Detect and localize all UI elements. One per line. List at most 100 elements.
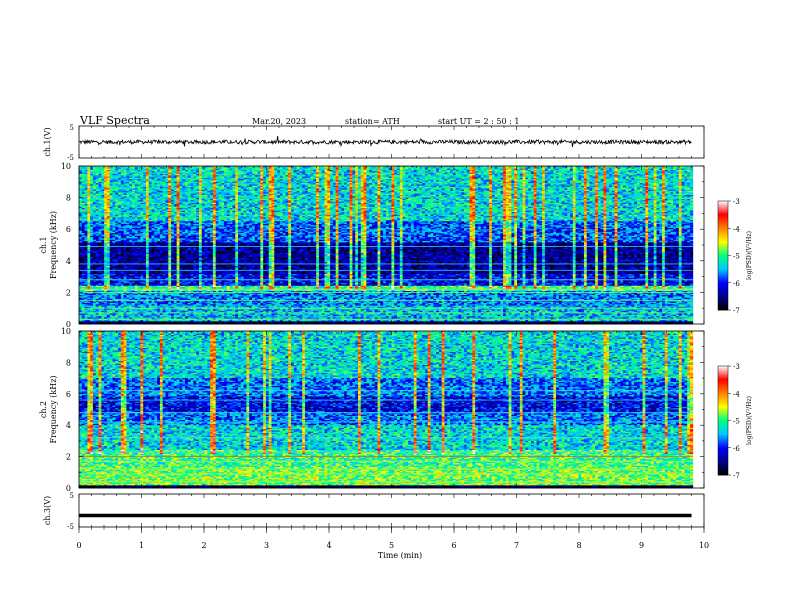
- colorbar1-segment: [718, 260, 728, 264]
- colorbar2-segment: [718, 382, 728, 385]
- colorbar1-segment: [718, 279, 728, 282]
- ch3-waveform-frame: [78, 493, 705, 528]
- colorbar1-segment: [718, 213, 728, 216]
- colorbar1-segment: [718, 270, 728, 273]
- colorbar2-tick: -5: [733, 418, 740, 426]
- colorbar2-segment: [718, 400, 728, 403]
- colorbar1-tick: -5: [733, 253, 740, 261]
- colorbar2-tick: -4: [733, 390, 740, 398]
- ch1-colorbar: -3 -4 -5 -6 -7 log(PSD)(V²/Hz): [717, 198, 753, 315]
- colorbar1-segment: [718, 255, 728, 258]
- colorbar2-segment: [718, 376, 728, 380]
- colorbar2-segment: [718, 413, 728, 416]
- colorbar2-segment: [718, 438, 728, 441]
- colorbar2-segment: [718, 385, 728, 389]
- colorbar1-segment: [718, 250, 728, 253]
- colorbar2-segment: [718, 467, 728, 470]
- ch1-ylabel: ch.1(V): [43, 127, 52, 156]
- spec1-ylabel: Frequency (kHz): [49, 211, 58, 279]
- colorbar1-segment: [718, 257, 728, 260]
- colorbar2-segment: [718, 389, 728, 392]
- figure-title: VLF Spectra: [79, 114, 150, 127]
- colorbar1-segment: [718, 201, 728, 204]
- date-label: Mar.20, 2023: [252, 117, 306, 126]
- colorbar2-segment: [718, 366, 728, 369]
- colorbar2-tick: -3: [733, 363, 740, 371]
- colorbar2-segment: [718, 455, 728, 458]
- colorbar2-segment: [718, 425, 728, 429]
- colorbar1-segment: [718, 215, 728, 218]
- ch3-ytick: -5: [67, 523, 74, 531]
- colorbar1-segment: [718, 300, 728, 304]
- colorbar2-segment: [718, 453, 728, 456]
- colorbar2-segment: [718, 380, 728, 383]
- colorbar2-segment: [718, 464, 728, 467]
- spec2-ytick: 10: [61, 327, 71, 336]
- spec2-ytick: 4: [66, 421, 71, 430]
- time-tick: 8: [576, 541, 581, 550]
- colorbar2-segment: [718, 422, 728, 425]
- time-tick: 2: [201, 541, 206, 550]
- colorbar2-segment: [718, 371, 728, 374]
- colorbar2-segment: [718, 449, 728, 452]
- colorbar2-segment: [718, 407, 728, 410]
- colorbar2-segment: [718, 418, 728, 421]
- colorbar2-segment: [718, 395, 728, 398]
- colorbar1-segment: [718, 290, 728, 293]
- ch3-ylabel: ch.3(V): [43, 496, 52, 525]
- colorbar2-segment: [718, 469, 728, 472]
- spec1-ytick: 2: [66, 288, 71, 297]
- colorbar2-segment: [718, 402, 728, 405]
- colorbar2-segment: [718, 442, 728, 445]
- spec1-channel-label: ch.1: [39, 236, 48, 253]
- colorbar2-segment: [718, 451, 728, 454]
- colorbar1-segment: [718, 259, 728, 262]
- colorbar2-segment: [718, 440, 728, 443]
- colorbar1-label: log(PSD)(V²/Hz): [746, 231, 753, 280]
- colorbar2-segment: [718, 460, 728, 463]
- colorbar2-segment: [718, 458, 728, 461]
- colorbar1-segment: [718, 284, 728, 287]
- colorbar1-segment: [718, 210, 728, 213]
- colorbar1-segment: [718, 273, 728, 276]
- ch1-waveform-frame: [78, 125, 705, 159]
- colorbar2-segment: [718, 387, 728, 391]
- colorbar1-tick: -6: [733, 280, 740, 288]
- colorbar1-segment: [718, 306, 728, 309]
- colorbar1-segment: [718, 275, 728, 278]
- time-axis-label: Time (min): [378, 551, 422, 560]
- ch3-waveform-panel: 5 -5 ch.3(V): [43, 492, 705, 531]
- colorbar1-segment: [718, 262, 728, 265]
- colorbar1-segment: [718, 228, 728, 231]
- colorbar2-segment: [718, 411, 728, 414]
- colorbar2-segment: [718, 367, 728, 371]
- colorbar1-segment: [718, 231, 728, 235]
- colorbar2-segment: [718, 462, 728, 465]
- time-tick: 9: [639, 541, 644, 550]
- colorbar2-segment: [718, 393, 728, 396]
- colorbar2-segment: [718, 431, 728, 434]
- colorbar2-segment: [718, 384, 728, 387]
- colorbar1-segment: [718, 226, 728, 229]
- colorbar1-segment: [718, 211, 728, 215]
- colorbar1-segment: [718, 208, 728, 211]
- colorbar1-segment: [718, 271, 728, 275]
- colorbar1-segment: [718, 217, 728, 220]
- colorbar1-segment: [718, 286, 728, 289]
- spec2-ytick: 8: [66, 358, 71, 367]
- time-tick: 4: [326, 541, 331, 550]
- colorbar2-tick: -7: [733, 472, 740, 480]
- colorbar1-segment: [718, 244, 728, 247]
- station-label: station= ATH: [345, 117, 400, 126]
- colorbar2-tick: -6: [733, 445, 740, 453]
- colorbar2-segment: [718, 433, 728, 436]
- spec2-cells: [79, 331, 694, 489]
- colorbar2-segment: [718, 398, 728, 401]
- colorbar2-segment: [718, 375, 728, 378]
- colorbar2-segment: [718, 427, 728, 430]
- colorbar2-segment: [718, 471, 728, 474]
- colorbar1-segment: [718, 293, 728, 296]
- time-tick: 10: [699, 541, 709, 550]
- time-axis: 0 1 2 3 4 5 6 7 8 9 10 Time (min): [76, 527, 709, 560]
- spec1-ytick: 6: [66, 225, 71, 234]
